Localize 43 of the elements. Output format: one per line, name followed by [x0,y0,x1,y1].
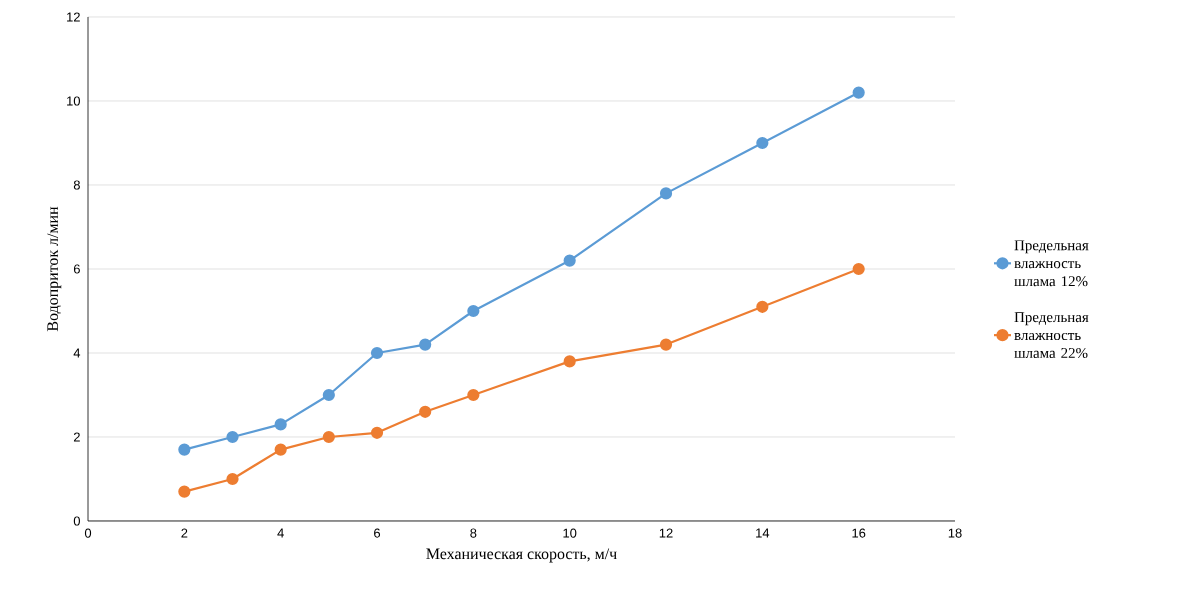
point [370,426,384,439]
y-tick-label: 6 [73,264,80,274]
x-tick-label: 12 [659,528,673,538]
point [274,443,287,456]
x-tick-label: 2 [181,528,188,538]
legend-label: Предельная влажность шлама 22% [1014,312,1089,359]
x-tick-label: 18 [948,528,962,538]
point [178,485,191,498]
point [178,443,191,456]
x-axis-title: Механическая скорость, м/ч [426,548,617,563]
y-tick-label: 0 [73,516,80,526]
point [563,254,576,267]
x-tick-label: 4 [277,528,284,538]
point [274,418,287,431]
x-tick-label: 14 [756,528,770,538]
x-tick-label: 6 [374,528,381,538]
point [563,355,576,368]
point [852,262,865,276]
x-tick-label: 16 [852,528,866,538]
x-tick-label: 0 [84,528,92,538]
y-tick-label: 10 [67,96,80,106]
point [370,346,384,360]
point [659,338,673,351]
y-tick-label: 4 [73,348,81,358]
x-tick-label: 10 [563,528,577,538]
point [226,430,239,444]
y-tick-label: 2 [73,432,80,442]
y-axis-title: Водоприток л/мин [47,206,62,332]
y-tick-label: 12 [67,12,80,22]
point [852,86,865,99]
point [756,136,769,150]
point [322,430,335,444]
point [756,300,769,313]
x-tick-label: 8 [470,528,477,538]
point [419,405,432,418]
legend-label: Предельная влажность шлама 12% [1014,240,1089,287]
point [226,472,239,486]
point [467,304,480,318]
point [419,338,432,351]
point [659,187,673,200]
point [322,388,335,402]
point [467,388,480,402]
y-tick-label: 8 [73,180,80,190]
